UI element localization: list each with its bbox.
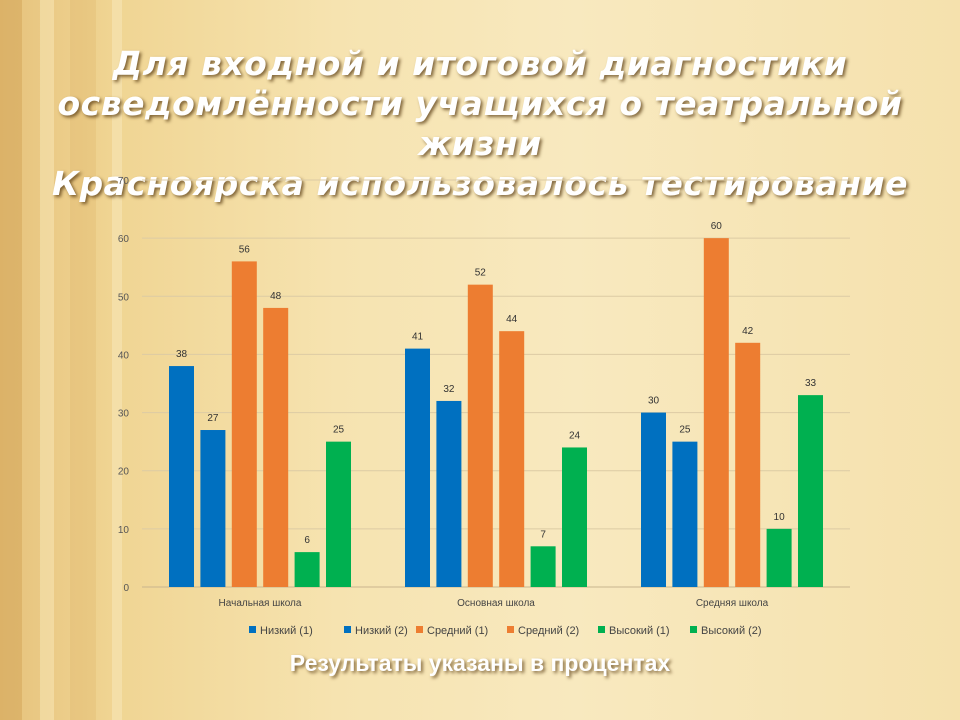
bar — [263, 307, 289, 587]
slide-title: Для входной и итоговой диагностики освед… — [20, 44, 940, 204]
bar — [326, 441, 351, 587]
bar — [798, 395, 823, 587]
y-tick-label: 30 — [118, 409, 130, 420]
y-tick-label: 70 — [118, 176, 130, 187]
background-stripe — [70, 0, 96, 720]
legend-label: Высокий (2) — [701, 625, 762, 637]
x-tick-label: Средняя школа — [696, 598, 769, 609]
legend-swatch — [598, 626, 605, 633]
x-tick-label: Начальная школа — [219, 598, 302, 609]
data-label: 27 — [207, 413, 219, 424]
y-tick-label: 40 — [118, 350, 130, 361]
bar — [436, 400, 462, 587]
bar — [467, 284, 493, 587]
y-tick-label: 20 — [118, 467, 130, 478]
y-tick-label: 60 — [118, 234, 130, 245]
data-label: 44 — [506, 314, 518, 325]
data-label: 52 — [475, 268, 487, 279]
legend-swatch — [507, 626, 514, 633]
legend-label: Средний (2) — [518, 625, 579, 637]
legend-swatch — [344, 626, 351, 633]
bar — [735, 342, 761, 587]
legend-label: Низкий (2) — [355, 625, 408, 637]
bar — [766, 528, 792, 587]
background-stripe — [112, 0, 122, 720]
bar — [562, 447, 587, 587]
data-label: 56 — [239, 244, 251, 255]
data-label: 24 — [569, 430, 581, 441]
bar — [530, 546, 556, 587]
results-note: Результаты указаны в процентах — [289, 650, 671, 676]
legend-label: Высокий (1) — [609, 625, 670, 637]
data-label: 60 — [711, 221, 723, 232]
bar — [294, 552, 320, 587]
data-label: 10 — [774, 512, 786, 523]
slide-title-line: Для входной и итоговой диагностики — [112, 44, 848, 83]
bar — [200, 430, 226, 587]
bar — [703, 238, 729, 587]
data-label: 38 — [176, 349, 188, 360]
data-label: 33 — [805, 378, 817, 389]
data-label: 32 — [443, 384, 455, 395]
legend-label: Низкий (1) — [260, 625, 313, 637]
data-label: 41 — [412, 332, 424, 343]
data-label: 7 — [540, 529, 546, 540]
slide-title-line: осведомлённости учащихся о театральной ж… — [57, 84, 903, 163]
bar — [169, 366, 194, 587]
bar — [641, 412, 666, 587]
bar — [231, 261, 257, 587]
data-label: 42 — [742, 326, 754, 337]
legend-swatch — [416, 626, 423, 633]
background-stripe — [0, 0, 22, 720]
y-tick-label: 10 — [118, 525, 130, 536]
data-label: 25 — [333, 425, 345, 436]
y-tick-label: 0 — [123, 583, 129, 594]
data-label: 25 — [679, 425, 691, 436]
bar — [672, 441, 698, 587]
y-tick-label: 50 — [118, 292, 130, 303]
slide-title-line: Красноярска использовалось тестирование — [52, 164, 908, 203]
bar — [499, 331, 525, 587]
background-stripe — [40, 0, 54, 720]
legend-swatch — [249, 626, 256, 633]
data-label: 30 — [648, 396, 660, 407]
data-label: 48 — [270, 291, 282, 302]
data-label: 6 — [304, 535, 310, 546]
legend-label: Средний (1) — [427, 625, 488, 637]
x-tick-label: Основная школа — [457, 598, 535, 609]
bar — [405, 348, 430, 587]
legend-swatch — [690, 626, 697, 633]
